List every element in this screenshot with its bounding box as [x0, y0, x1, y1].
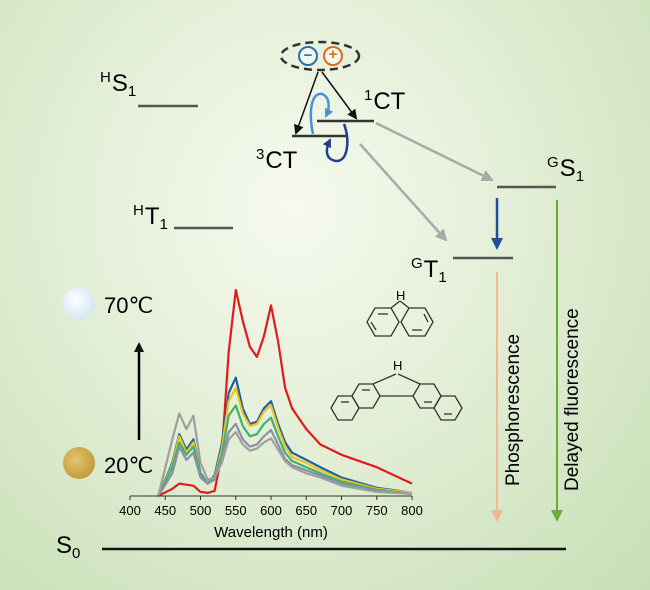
x-tick-label: 400	[119, 503, 141, 518]
minus-sign: −	[303, 47, 313, 64]
x-tick-label: 500	[189, 503, 212, 518]
spectrum-series-3	[157, 386, 413, 497]
temp-low-label: 20℃	[104, 453, 154, 478]
minus-charge-icon	[298, 46, 318, 66]
spectrum-series-5	[157, 422, 413, 497]
arrow-to-1ct	[321, 71, 358, 120]
plus-charge-icon	[323, 46, 343, 66]
risc-arrow	[309, 92, 334, 135]
x-tick-label: 700	[330, 503, 353, 518]
label-s0: S0	[56, 532, 81, 562]
label-ht1: HT1	[133, 202, 168, 233]
x-tick-label: 650	[295, 503, 318, 518]
x-axis-label: Wavelength (nm)	[214, 524, 328, 541]
ct-pair-outline	[279, 40, 361, 72]
phosphorescence-label: Phosphorescence	[503, 333, 524, 486]
spectrum-series-6	[157, 412, 413, 497]
plus-sign: +	[328, 46, 338, 63]
spectrum-series-4	[157, 404, 413, 497]
label-3ct: 3CT	[256, 146, 298, 174]
arrow-to-3ct	[294, 71, 319, 135]
label-hs1: HS1	[100, 69, 137, 100]
cold-bulb-icon	[63, 447, 95, 479]
hot-bulb-icon	[63, 287, 95, 319]
x-tick-label: 600	[260, 503, 282, 518]
nh-label-bottom: H	[393, 358, 403, 373]
x-tick-label: 450	[154, 503, 177, 518]
label-gt1: GT1	[411, 255, 447, 286]
label-gs1: GS1	[547, 154, 585, 185]
dibenzocarbazole-structure-icon	[330, 373, 463, 421]
label-1ct: 1CT	[364, 87, 406, 115]
isc-arrow	[322, 123, 349, 163]
delayed-fluorescence-label: Delayed fluorescence	[562, 308, 583, 491]
spectrum-series-1	[157, 288, 413, 497]
temp-high-label: 70℃	[104, 293, 154, 318]
nh-label-top: H	[396, 288, 406, 303]
arrow-1ct-to-gs1	[375, 121, 494, 182]
spectrum-series-2	[157, 376, 413, 497]
carbazole-structure-icon	[366, 300, 434, 337]
x-tick-label: 800	[401, 503, 423, 518]
arrow-3ct-to-gt1	[359, 143, 448, 242]
x-tick-label: 750	[365, 503, 388, 518]
x-tick-label: 550	[224, 503, 247, 518]
